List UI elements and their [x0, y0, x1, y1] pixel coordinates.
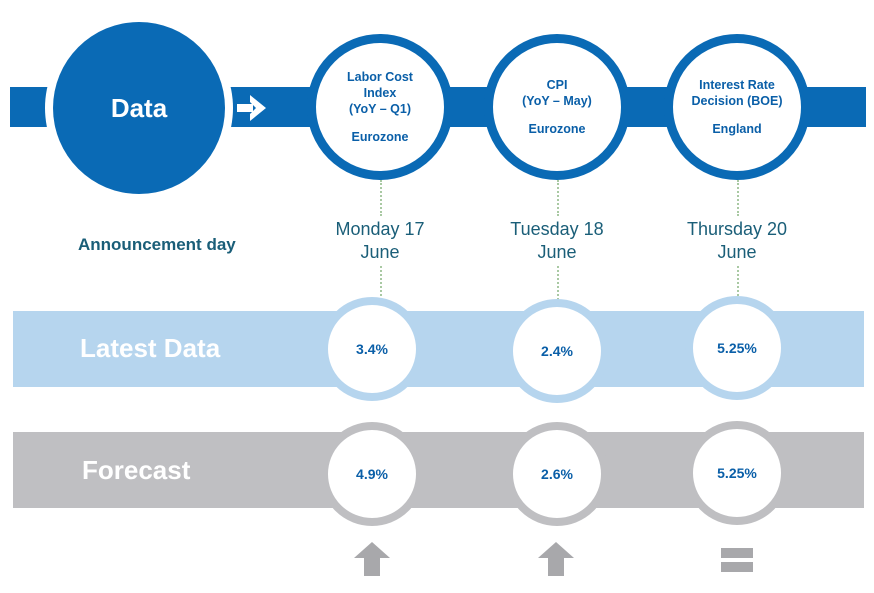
equal-icon: [721, 548, 753, 572]
event-region: England: [712, 122, 762, 136]
forecast-value: 4.9%: [356, 466, 388, 482]
event-region: Eurozone: [351, 130, 409, 144]
forecast-value: 2.6%: [541, 466, 573, 482]
up-arrow-icon: [354, 542, 390, 576]
up-arrow-icon: [538, 542, 574, 576]
date-line: June: [537, 242, 577, 262]
event-name-line: CPI: [546, 78, 568, 92]
event-circle-interest-rate: Interest Rate Decision (BOE) England: [664, 34, 810, 180]
latest-value-circle: 3.4%: [320, 297, 424, 401]
date-line: Thursday 20: [686, 219, 788, 239]
event-name-line: Labor Cost: [347, 70, 413, 84]
event-date: Tuesday 18 June: [492, 218, 622, 264]
forecast-value: 5.25%: [717, 465, 757, 481]
date-line: Monday 17: [335, 219, 425, 239]
connector-line: [557, 180, 559, 216]
event-name-line: Interest Rate: [699, 78, 775, 92]
data-title: Data: [110, 92, 168, 123]
latest-value: 3.4%: [356, 341, 388, 357]
connector-line: [737, 266, 739, 300]
latest-value: 2.4%: [541, 343, 573, 359]
event-name-line: (YoY – May): [522, 94, 592, 108]
forecast-value-circle: 2.6%: [505, 422, 609, 526]
latest-value-circle: 5.25%: [685, 296, 789, 400]
event-name-line: Index: [363, 86, 397, 100]
data-circle-inner: Data: [53, 22, 225, 194]
event-circle-labor-cost: Labor Cost Index (YoY – Q1) Eurozone: [307, 34, 453, 180]
forecast-value-circle: 4.9%: [320, 422, 424, 526]
date-line: June: [360, 242, 400, 262]
connector-line: [557, 266, 559, 300]
latest-data-label: Latest Data: [80, 333, 221, 363]
event-name-line: (YoY – Q1): [348, 102, 412, 116]
latest-value-circle: 2.4%: [505, 299, 609, 403]
event-region: Eurozone: [528, 122, 586, 136]
date-line: Tuesday 18: [510, 219, 604, 239]
forecast-label: Forecast: [82, 455, 191, 485]
connector-line: [737, 180, 739, 216]
right-arrow-icon: [237, 95, 266, 121]
connector-line: [380, 266, 382, 300]
date-line: June: [717, 242, 757, 262]
announcement-day-label: Announcement day: [78, 235, 236, 254]
connector-line: [380, 180, 382, 216]
event-name-line: Decision (BOE): [691, 94, 783, 108]
event-date: Monday 17 June: [315, 218, 445, 264]
event-date: Thursday 20 June: [672, 218, 802, 264]
forecast-value-circle: 5.25%: [685, 421, 789, 525]
latest-value: 5.25%: [717, 340, 757, 356]
event-circle-cpi: CPI (YoY – May) Eurozone: [484, 34, 630, 180]
